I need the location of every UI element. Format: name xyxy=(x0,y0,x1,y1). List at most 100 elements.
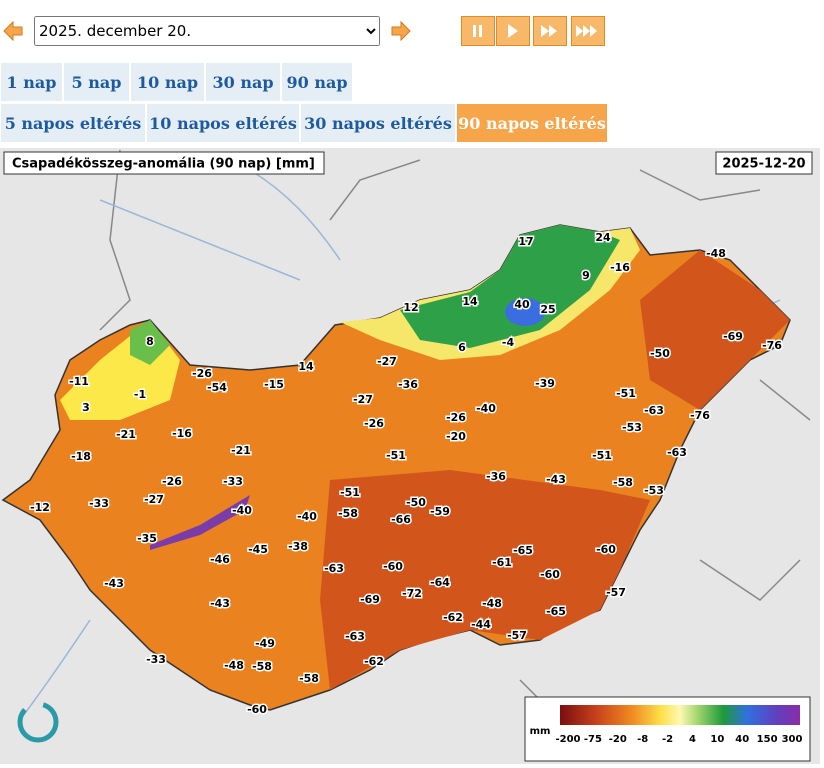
station-label: 14 xyxy=(298,360,314,373)
tab[interactable]: 5 napos eltérés xyxy=(0,103,146,143)
station-label: -57 xyxy=(606,586,626,599)
station-label: 25 xyxy=(540,303,555,316)
station-label: -27 xyxy=(144,493,164,506)
station-label: -58 xyxy=(299,672,319,685)
tab[interactable]: 1 nap xyxy=(0,62,63,102)
station-label: -54 xyxy=(207,381,227,394)
station-label: -58 xyxy=(613,476,633,489)
station-label: -64 xyxy=(430,576,450,589)
tab[interactable]: 10 nap xyxy=(130,62,205,102)
station-label: -49 xyxy=(255,637,275,650)
next-day[interactable] xyxy=(390,20,412,42)
station-label: -39 xyxy=(535,377,555,390)
station-label: -15 xyxy=(264,378,284,391)
station-label: -45 xyxy=(248,543,268,556)
station-label: -48 xyxy=(482,597,502,610)
station-label: -59 xyxy=(430,505,450,518)
station-label: -43 xyxy=(546,473,566,486)
station-label: -51 xyxy=(616,387,636,400)
station-label: -21 xyxy=(116,428,136,441)
legend-tick-label: -2 xyxy=(662,734,673,745)
station-label: -12 xyxy=(30,501,50,514)
tab[interactable]: 30 napos eltérés xyxy=(300,103,456,143)
station-label: -72 xyxy=(402,587,422,600)
dry-area xyxy=(320,250,790,690)
station-label: 12 xyxy=(403,301,418,314)
station-label: -53 xyxy=(644,484,664,497)
station-label: -40 xyxy=(297,510,317,523)
play-icon xyxy=(508,24,518,38)
station-label: -26 xyxy=(364,417,384,430)
station-label: -53 xyxy=(622,421,642,434)
tab[interactable]: 10 napos eltérés xyxy=(146,103,300,143)
tab[interactable]: 90 napos eltérés xyxy=(456,103,608,143)
station-label: -58 xyxy=(252,660,272,673)
map-title: Csapadékösszeg-anomália (90 nap) [mm] xyxy=(12,157,315,172)
station-label: -76 xyxy=(762,339,782,352)
station-label: -4 xyxy=(502,336,515,349)
station-label: -61 xyxy=(492,556,512,569)
station-label: -21 xyxy=(231,444,251,457)
station-label: -40 xyxy=(476,402,496,415)
station-label: -33 xyxy=(223,475,243,488)
lake xyxy=(150,495,250,550)
station-label: -16 xyxy=(610,261,630,274)
station-label: -50 xyxy=(650,347,670,360)
legend-tick-label: 4 xyxy=(689,734,696,745)
station-label: -44 xyxy=(471,618,491,631)
fast-button[interactable] xyxy=(533,16,567,46)
station-label: -65 xyxy=(546,605,566,618)
prev-day[interactable] xyxy=(2,20,24,42)
station-label: -36 xyxy=(398,378,418,391)
station-label: 17 xyxy=(518,235,533,248)
station-label: -50 xyxy=(406,496,426,509)
station-label: -69 xyxy=(723,330,743,343)
map: Csapadékösszeg-anomália (90 nap) [mm] 20… xyxy=(0,148,820,764)
play-button[interactable] xyxy=(496,16,530,46)
station-label: 3 xyxy=(82,401,90,414)
legend-tick-label: -20 xyxy=(609,734,627,745)
legend-tick-label: 300 xyxy=(782,734,803,745)
station-label: -69 xyxy=(360,593,380,606)
station-label: -33 xyxy=(89,497,109,510)
station-label: -1 xyxy=(134,388,146,401)
date-select[interactable]: 2025. december 20. xyxy=(34,16,380,46)
pause-icon xyxy=(473,25,482,37)
station-label: -62 xyxy=(364,655,384,668)
legend-unit: mm xyxy=(530,726,551,737)
fastest-icon xyxy=(576,25,597,37)
station-label: -76 xyxy=(690,409,710,422)
station-label: -36 xyxy=(486,470,506,483)
tab[interactable]: 5 nap xyxy=(63,62,130,102)
map-date: 2025-12-20 xyxy=(722,157,805,172)
station-label: 40 xyxy=(514,298,530,311)
station-label: -46 xyxy=(210,553,230,566)
station-label: -26 xyxy=(446,411,466,424)
station-label: -11 xyxy=(69,375,89,388)
borders xyxy=(99,149,811,761)
fastest-button[interactable] xyxy=(571,16,605,46)
tab[interactable]: 90 nap xyxy=(281,62,353,102)
station-label: -60 xyxy=(247,703,267,716)
station-label: -58 xyxy=(338,507,358,520)
station-label: -40 xyxy=(232,504,252,517)
station-label: -27 xyxy=(377,355,397,368)
station-label: -63 xyxy=(345,630,365,643)
station-label: -26 xyxy=(162,475,182,488)
station-label: 14 xyxy=(462,295,478,308)
station-label: -63 xyxy=(644,404,664,417)
station-label: -48 xyxy=(224,659,244,672)
legend-tick-label: -75 xyxy=(584,734,602,745)
logo xyxy=(17,701,59,743)
pause-button[interactable] xyxy=(461,16,495,46)
rivers xyxy=(19,169,781,721)
station-label: -63 xyxy=(667,446,687,459)
legend-ticks: -200 -75 -20 -8 -2 4 10 40 150 300 xyxy=(555,734,802,745)
tab[interactable]: 30 nap xyxy=(205,62,281,102)
station-label: 6 xyxy=(458,341,466,354)
legend-tick-label: -200 xyxy=(555,734,580,745)
station-label: -51 xyxy=(592,449,612,462)
station-label: -63 xyxy=(324,562,344,575)
